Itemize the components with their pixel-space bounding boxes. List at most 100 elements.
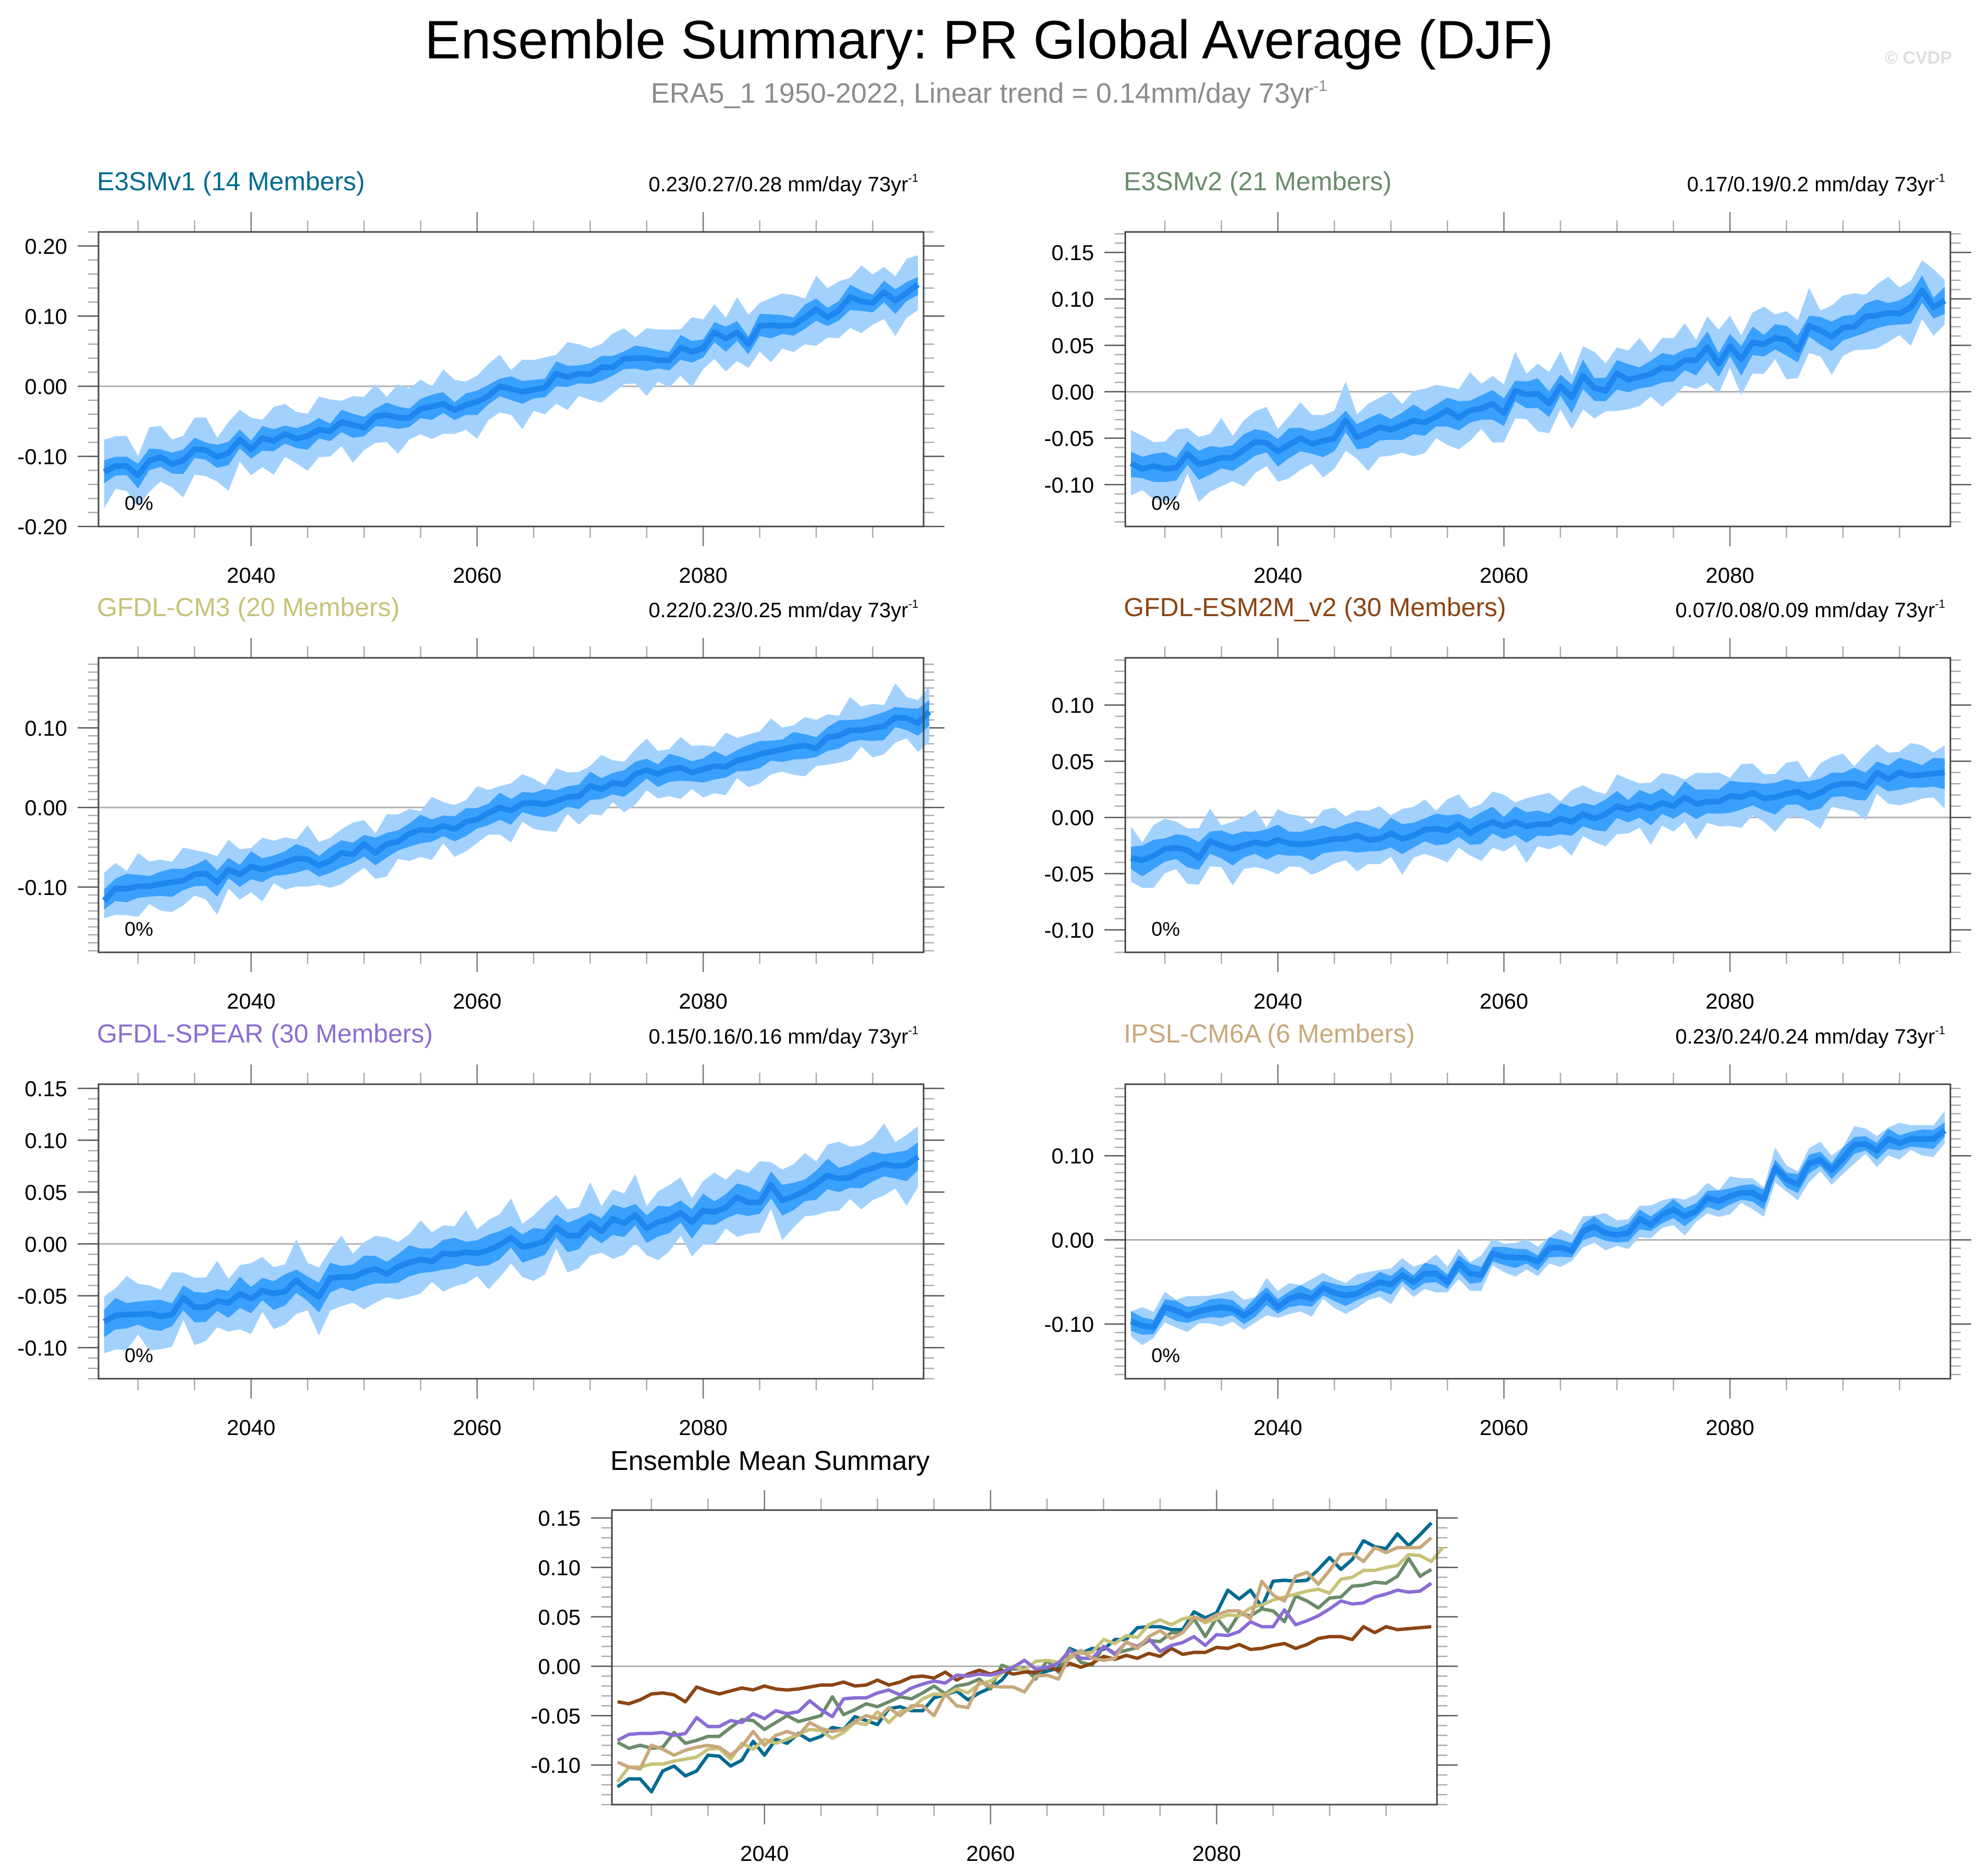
y-tick-label: -0.20: [17, 514, 67, 539]
panel-e3smv2: E3SMv2 (21 Members) 0.17/0.19/0.2 mm/day …: [1044, 167, 1971, 587]
y-tick-label: 0.05: [538, 1605, 581, 1629]
y-tick-label: 0.10: [24, 304, 67, 328]
ensemble-mean-line: [1129, 1128, 1947, 1330]
x-tick-label: 2060: [1480, 989, 1528, 1013]
y-tick-label: 0.10: [24, 716, 67, 740]
ensemble-mean-line: [103, 282, 920, 479]
panel-title: E3SMv1 (14 Members): [97, 167, 365, 196]
y-tick-label: 0.15: [24, 1076, 67, 1101]
y-tick-label: 0.05: [24, 1180, 67, 1205]
x-axis-ticks: [137, 1064, 874, 1399]
y-tick-label: 0.15: [538, 1506, 581, 1530]
y-tick-label: -0.10: [1044, 918, 1094, 942]
y-tick-label: -0.05: [1044, 862, 1094, 886]
series-line-e3smv2: [617, 1556, 1432, 1750]
y-tick-label: -0.05: [17, 1284, 67, 1308]
x-tick-label: 2080: [1705, 563, 1754, 587]
panel-ensemble-mean-summary: Ensemble Mean Summary 2040 2060 2080 -0.10 -0…: [531, 1446, 1458, 1866]
trend-label: 0.15/0.16/0.16 mm/day 73yr-1: [648, 1024, 918, 1048]
x-tick-label: 2080: [1705, 989, 1754, 1013]
x-tick-label: 2040: [1254, 563, 1302, 587]
panel-e3smv1: E3SMv1 (14 Members) 0.23/0.27/0.28 mm/day…: [17, 167, 944, 587]
panel-gfdl-spear: GFDL-SPEAR (30 Members) 0.15/0.16/0.16 mm…: [17, 1019, 944, 1440]
ensemble-mean-line: [1130, 769, 1945, 863]
trend-superscript: -1: [908, 597, 918, 610]
ensemble-mean-line: [102, 709, 931, 903]
ensemble-mean-line: [103, 1154, 920, 1325]
x-tick-label: 2060: [966, 1841, 1015, 1866]
trend-superscript: -1: [1935, 171, 1945, 185]
series-line-gfdl-esm2m_v2: [617, 1625, 1432, 1706]
y-tick-label: 0.10: [538, 1555, 581, 1580]
plot-frame-overlay: [1124, 657, 1951, 953]
x-tick-label: 2060: [453, 1415, 501, 1440]
y-tick-label: 0.00: [24, 1232, 67, 1256]
y-axis-ticks: [1104, 1087, 1971, 1376]
x-axis-ticks: [1164, 212, 1900, 546]
series-line-ipsl-cm6a: [617, 1536, 1433, 1771]
subtitle: ERA5_1 1950-2022, Linear trend = 0.14mm/…: [0, 77, 1978, 109]
x-tick-label: 2060: [453, 563, 501, 587]
x-tick-label: 2040: [227, 989, 275, 1013]
panel-ipsl-cm6a: IPSL-CM6A (6 Members) 0.23/0.24/0.24 mm/d…: [1044, 1019, 1971, 1440]
x-tick-label: 2080: [679, 563, 727, 587]
y-tick-label: 0.00: [24, 795, 67, 820]
y-axis-ticks: [1104, 659, 1971, 953]
subtitle-superscript: -1: [1313, 77, 1328, 95]
y-tick-label: 0.10: [1051, 1144, 1094, 1168]
x-axis-ticks: [1164, 1064, 1900, 1399]
trend-text: 0.22/0.23/0.25 mm/day 73yr: [648, 599, 908, 622]
trend-text: 0.15/0.16/0.16 mm/day 73yr: [648, 1025, 908, 1048]
x-tick-label: 2080: [1192, 1841, 1240, 1866]
y-tick-label: 0.10: [1051, 693, 1094, 718]
y-tick-label: -0.10: [17, 875, 67, 900]
y-axis-ticks: [78, 1087, 944, 1380]
panel-title: GFDL-CM3 (20 Members): [97, 593, 400, 622]
y-tick-label: 0.00: [1051, 805, 1094, 830]
ensemble-10-90-band: [1131, 757, 1945, 877]
y-tick-label: 0.10: [1051, 287, 1094, 311]
summary-title: Ensemble Mean Summary: [610, 1446, 930, 1476]
x-axis-ticks: [137, 212, 874, 546]
y-tick-label: 0.20: [24, 234, 67, 259]
trend-superscript: -1: [1935, 597, 1945, 610]
y-tick-label: -0.05: [1044, 426, 1094, 451]
y-tick-label: 0.10: [24, 1128, 67, 1152]
x-axis-ticks: [1164, 638, 1900, 972]
trend-text: 0.07/0.08/0.09 mm/day 73yr: [1675, 599, 1935, 622]
trend-label: 0.23/0.24/0.24 mm/day 73yr-1: [1675, 1024, 1945, 1048]
plot-frame-overlay: [97, 657, 925, 953]
y-tick-label: 0.00: [24, 374, 67, 399]
x-tick-label: 2040: [1254, 989, 1302, 1013]
y-tick-label: 0.00: [538, 1654, 581, 1679]
percent-annotation: 0%: [1151, 493, 1180, 514]
x-tick-label: 2080: [679, 1415, 727, 1440]
y-tick-label: -0.10: [531, 1753, 581, 1777]
x-tick-label: 2040: [740, 1841, 789, 1866]
ensemble-mean-line: [1129, 287, 1946, 472]
trend-label: 0.22/0.23/0.25 mm/day 73yr-1: [648, 597, 918, 622]
y-tick-label: -0.10: [17, 444, 67, 469]
plot-frame-overlay: [1124, 1083, 1951, 1380]
y-tick-label: 0.00: [1051, 380, 1094, 404]
y-tick-label: -0.10: [17, 1335, 67, 1360]
x-tick-label: 2060: [453, 989, 501, 1013]
y-tick-label: 0.05: [1051, 333, 1094, 358]
subtitle-text: ERA5_1 1950-2022, Linear trend = 0.14mm/…: [650, 78, 1313, 109]
percent-annotation: 0%: [1151, 1345, 1180, 1367]
y-tick-label: -0.10: [1044, 1312, 1094, 1337]
panel-title: IPSL-CM6A (6 Members): [1124, 1019, 1415, 1048]
x-tick-label: 2040: [1254, 1415, 1302, 1440]
ensemble-10-90-band: [1131, 1122, 1945, 1335]
trend-label: 0.17/0.19/0.2 mm/day 73yr-1: [1687, 171, 1945, 196]
trend-label: 0.23/0.27/0.28 mm/day 73yr-1: [648, 171, 918, 196]
plot-frame-overlay: [611, 1509, 1438, 1806]
x-tick-label: 2040: [227, 563, 275, 587]
panel-title: GFDL-SPEAR (30 Members): [97, 1019, 433, 1048]
trend-superscript: -1: [908, 171, 918, 185]
main-title: Ensemble Summary: PR Global Average (DJF…: [424, 10, 1554, 70]
series-line-gfdl-spear: [617, 1581, 1433, 1742]
trend-text: 0.23/0.27/0.28 mm/day 73yr: [648, 173, 908, 196]
x-tick-label: 2060: [1480, 1415, 1528, 1440]
